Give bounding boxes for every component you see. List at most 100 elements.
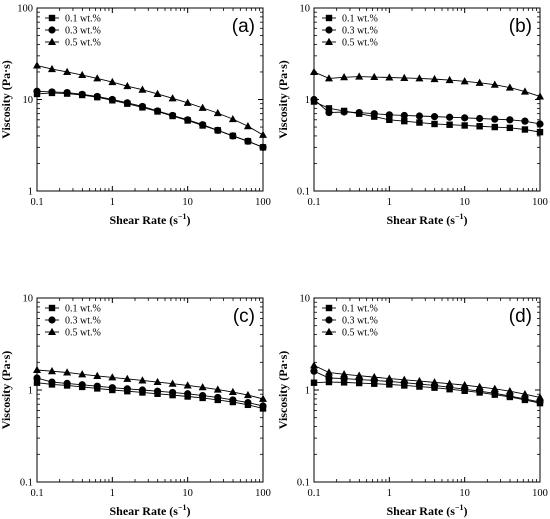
x-axis-label: Shear Rate (s−1) [387,212,468,227]
legend-label: 0.1 wt.% [342,14,378,25]
data-point [385,374,394,382]
series-line [313,365,541,398]
data-point [259,402,267,410]
x-tick-label: 10 [459,488,470,499]
data-point [491,115,499,123]
data-point [93,92,101,101]
x-tick-label: 0.1 [307,197,320,208]
data-point [47,367,56,375]
data-point [310,379,318,386]
data-point [461,114,469,122]
data-point [138,376,147,384]
series-0-3-wt- [33,374,267,410]
data-point [505,387,514,395]
x-tick-label: 10 [182,197,193,208]
data-point [108,373,117,381]
y-tick-label: 0.1 [297,478,310,489]
data-point [123,374,132,382]
data-point [63,368,72,376]
data-point [491,123,498,131]
legend-label: 0.5 wt.% [65,328,101,339]
y-tick-label: 10 [23,95,34,106]
data-point [310,95,318,104]
data-point [400,111,408,120]
x-axis-label-sup: −1 [455,503,464,512]
legend-marker [48,327,56,335]
series-line [313,101,541,133]
data-point [401,117,408,125]
data-point [370,110,378,118]
y-tick-label: 0.1 [20,478,33,489]
x-tick-label: 100 [532,197,548,208]
data-point [33,374,41,382]
data-point [228,387,237,396]
data-point [33,61,41,69]
data-point [400,375,409,383]
data-point [214,126,222,134]
legend-label: 0.1 wt.% [342,304,378,315]
legend-marker [325,37,333,45]
series-line [313,99,541,125]
data-point [259,394,267,402]
y-tick-label: 1 [305,386,310,397]
data-point [430,378,439,386]
x-axis-label-main: Shear Rate (s [387,213,456,227]
legend-marker [48,37,56,45]
data-point [48,378,56,386]
legend: 0.1 wt.%0.3 wt.%0.5 wt.% [322,304,378,339]
data-point [325,105,333,112]
series-0-3-wt- [310,95,544,128]
x-tick-label: 100 [532,488,548,499]
x-axis-label-main: Shear Rate (s [387,504,456,518]
data-point [521,117,529,125]
legend-marker [48,316,56,324]
x-axis-label-main: Shear Rate (s [110,504,179,518]
data-point [78,370,87,378]
data-point [138,85,147,93]
data-point [460,380,469,389]
data-point [138,386,147,394]
data-point [415,74,424,82]
y-tick-label: 10 [300,4,311,15]
x-axis-label-end: ) [187,213,191,227]
y-axis-label: Viscosity (Pa·s) [276,60,290,139]
data-point [33,365,41,373]
legend-marker [48,14,56,22]
data-point [259,143,267,151]
x-tick-label: 10 [182,488,193,499]
data-point [325,378,333,386]
x-tick-label: 1 [110,197,115,208]
y-axis-label: Viscosity (Pa·s) [0,351,13,430]
legend: 0.1 wt.%0.3 wt.%0.5 wt.% [45,304,101,339]
data-point [63,88,71,97]
series-0-5-wt- [310,361,544,401]
data-point [340,379,348,386]
data-point [93,74,102,82]
y-tick-label: 0.1 [297,187,310,198]
panel-label: (c) [233,306,255,327]
data-point [355,72,364,80]
legend-label: 0.1 wt.% [65,14,101,25]
legend-marker [48,26,56,34]
data-point [506,124,514,132]
data-point [385,111,393,119]
data-point [475,78,484,86]
legend-label: 0.3 wt.% [65,26,101,37]
data-point [310,67,318,75]
x-tick-label: 100 [255,488,271,499]
legend-label: 0.5 wt.% [65,38,101,49]
series-line [36,369,264,400]
x-tick-label: 1 [110,488,115,499]
series-line [36,377,264,407]
data-point [310,367,318,375]
series-line [313,381,541,404]
data-point [169,388,177,397]
data-point [476,123,483,130]
data-point [430,74,439,83]
data-point [340,108,348,116]
data-point [168,94,177,102]
x-axis-label-end: ) [464,213,468,227]
data-point [138,102,147,111]
